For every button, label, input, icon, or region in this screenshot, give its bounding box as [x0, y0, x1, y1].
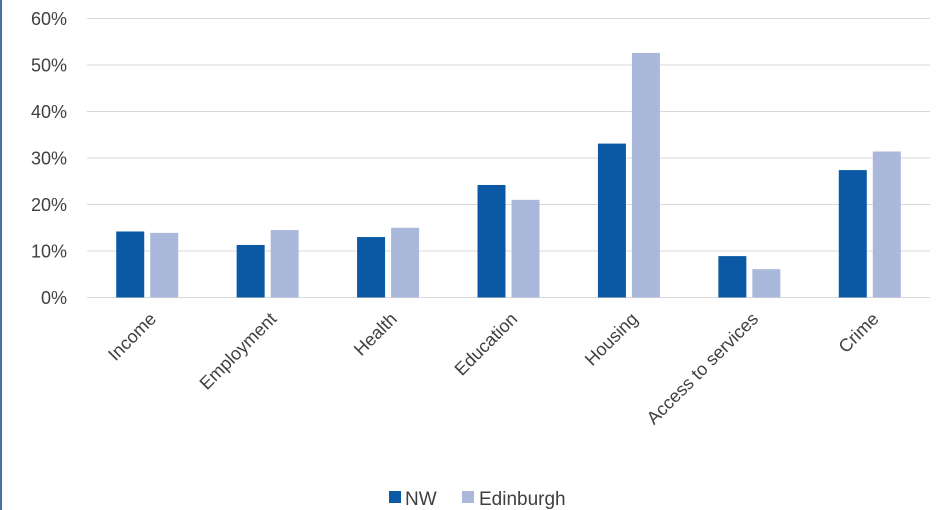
- gridlines: [87, 18, 930, 298]
- bar-nw-health: [357, 237, 386, 298]
- x-tick-label: Housing: [581, 309, 642, 370]
- x-tick-label: Employment: [196, 309, 281, 394]
- x-tick-label: Education: [451, 309, 522, 380]
- bar-nw-housing: [597, 143, 626, 298]
- legend-swatch-edinburgh: [462, 491, 474, 503]
- x-tick-label: Crime: [835, 309, 883, 357]
- y-tick-label: 10%: [31, 242, 67, 262]
- y-tick-label: 20%: [31, 195, 67, 215]
- bar-edinburgh-housing: [631, 52, 660, 298]
- bar-edinburgh-income: [150, 232, 179, 298]
- y-tick-label: 60%: [31, 9, 67, 29]
- bar-edinburgh-health: [391, 227, 420, 298]
- x-axis-category-labels: Income Employment Health Education Housing Ac…: [104, 309, 882, 429]
- bar-edinburgh-education: [511, 199, 540, 298]
- bar-edinburgh-access-to-services: [752, 269, 781, 298]
- bar-nw-access-to-services: [718, 256, 747, 298]
- legend-swatch-nw: [389, 491, 401, 503]
- bar-nw-education: [477, 184, 506, 298]
- legend: NW Edinburgh: [389, 489, 566, 510]
- bar-edinburgh-employment: [270, 230, 299, 298]
- legend-label-edinburgh: Edinburgh: [479, 489, 566, 510]
- y-tick-label: 40%: [31, 102, 67, 122]
- chart-frame-border: [0, 0, 2, 510]
- y-tick-label: 30%: [31, 149, 67, 169]
- y-tick-label: 50%: [31, 56, 67, 76]
- bar-nw-employment: [236, 244, 265, 298]
- y-tick-label: 0%: [41, 288, 67, 308]
- x-tick-label: Health: [350, 309, 401, 360]
- x-tick-label: Income: [104, 309, 160, 365]
- y-axis-tick-labels: 0% 10% 20% 30% 40% 50% 60%: [31, 9, 67, 308]
- bar-edinburgh-crime: [872, 151, 901, 298]
- bars: [116, 52, 901, 298]
- x-tick-label: Access to services: [643, 309, 763, 429]
- legend-label-nw: NW: [405, 489, 437, 510]
- bar-nw-income: [116, 231, 145, 298]
- bar-nw-crime: [838, 170, 867, 298]
